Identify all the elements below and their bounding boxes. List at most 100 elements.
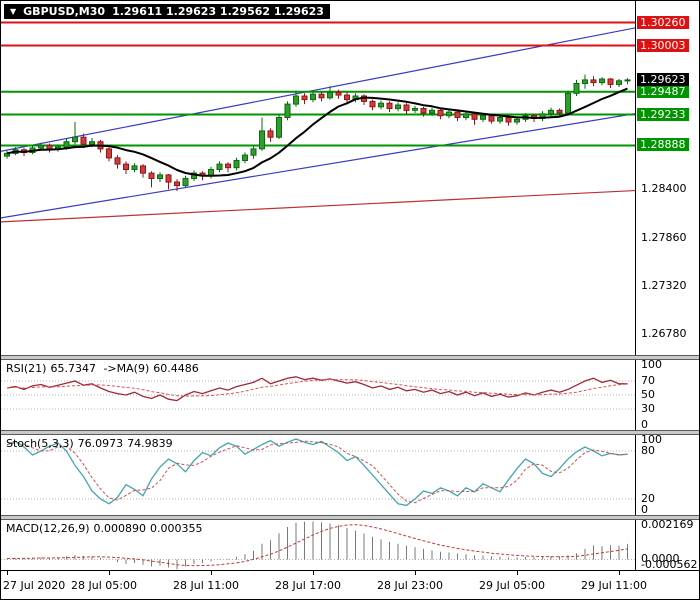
indicator-scale-label: -0.000562 [641,558,698,571]
indicator-scale-label: 0 [641,503,648,516]
time-tick [211,571,212,575]
time-axis-label: 28 Jul 23:00 [377,579,443,592]
candle-body [233,160,240,169]
candle-body [446,111,452,117]
price-scale-column[interactable]: 1.30260 1.30003 1.29487 1.29233 1.28888 1.296… [635,1,699,571]
stochastic-panel[interactable]: Stoch(5,3,3) 76.0973 74.9839 [1,435,635,515]
candle-body [242,154,248,162]
candle-body [182,177,189,187]
candle-body [114,157,121,165]
price-tag-1.30003: 1.30003 [637,39,689,52]
candle-body [123,163,129,171]
price-axis-label: 1.27860 [641,231,687,244]
candle-body [106,148,112,159]
price-axis-label: 1.28400 [641,182,687,195]
macd-panel[interactable]: MACD(12,26,9) 0.000890 0.000355 [1,520,635,570]
price-tag-1.28888: 1.28888 [637,138,689,151]
time-axis-label: 28 Jul 11:00 [173,579,239,592]
indicator-scale-label: 100 [641,358,662,371]
candle-body [89,141,95,145]
candle-body [556,109,563,114]
candle-body [480,115,486,120]
time-tick [415,571,416,575]
panel-resize-divider[interactable] [1,430,699,435]
macd-scale: 0.002169 0.0000 -0.000562 [636,519,699,571]
candle-body [599,78,605,84]
candle-body [463,113,469,119]
candle-body [344,94,350,101]
candle-body [429,109,435,114]
indicator-scale-label: 20 [641,492,655,505]
rsi-panel[interactable]: RSI(21) 65.7347 ->MA(9) 60.4486 [1,360,635,430]
indicator-scale-label: 0.0000 [641,552,680,565]
candle-body [293,95,299,105]
time-scale[interactable]: 27 Jul 2020 28 Jul 05:00 28 Jul 11:00 28 Ju… [1,570,699,599]
time-axis-label: 29 Jul 11:00 [581,579,647,592]
candle-body [386,102,393,110]
trendline[interactable] [1,189,635,223]
candle-body [165,174,172,183]
time-axis-label: 29 Jul 05:00 [479,579,545,592]
chart-title-badge[interactable]: ▼ GBPUSD,M30 1.29611 1.29623 1.29562 1.2… [4,4,330,19]
candle-body [318,93,325,99]
candle-body [454,111,461,118]
candle-body [335,91,342,96]
candle-body [63,141,70,148]
rsi-scale: 100 70 50 30 0 [636,358,699,431]
macd-indicator-label: MACD(12,26,9) 0.000890 0.000355 [6,522,207,535]
stoch-signal-value: 74.9839 [127,437,173,450]
chart-collapse-icon[interactable]: ▼ [10,7,17,16]
rsi-name: RSI(21) [6,362,47,375]
candle-body [72,136,78,143]
trendline[interactable] [1,26,635,153]
time-axis-label: 27 Jul 2020 [3,579,66,592]
candle-body [403,104,410,111]
time-tick [7,571,8,575]
candle-body [420,108,427,114]
candle-body [607,78,614,85]
macd-signal-line [6,524,628,567]
candle-body [216,163,223,171]
candle-body [276,117,282,138]
panel-resize-divider[interactable] [1,355,699,360]
indicator-scale-label: 0 [641,418,648,431]
chart-ohlc-readout: 1.29611 1.29623 1.29562 1.29623 [112,5,324,18]
price-axis-label: 1.26780 [641,327,687,340]
price-tag-1.29233: 1.29233 [637,108,689,121]
candle-body [38,144,44,149]
rsi-chart-canvas[interactable] [1,360,635,430]
time-tick [109,571,110,575]
indicator-scale-label: 30 [641,402,655,415]
main-chart-panel[interactable]: ▼ GBPUSD,M30 1.29611 1.29623 1.29562 1.2… [1,1,635,355]
candle-body [301,95,308,101]
candlestick-chart-canvas[interactable] [1,1,635,355]
rsi-signal-line [6,378,628,397]
candle-body [395,104,401,110]
stoch-value: 76.0973 [77,437,124,450]
candle-body [327,91,333,99]
indicator-scale-label: 50 [641,388,655,401]
macd-signal-value: 0.000355 [150,522,203,535]
rsi-value: 65.7347 [50,362,96,375]
stochastic-chart-canvas[interactable] [1,435,635,515]
candle-body [225,163,231,169]
price-axis-label: 1.27320 [641,279,687,292]
macd-chart-canvas[interactable] [1,520,635,570]
candle-body [616,80,622,85]
moving-average-line[interactable] [6,87,628,177]
candle-body [369,100,376,108]
candle-body [131,165,138,170]
time-tick [517,571,518,575]
trendline[interactable] [1,112,635,220]
candle-body [174,181,180,187]
candle-body [624,79,631,82]
stoch-name: Stoch(5,3,3) [6,437,74,450]
candle-body [488,115,495,122]
candle-body [514,118,520,123]
candle-body [267,130,274,138]
candle-body [412,108,418,111]
main-price-scale: 1.30260 1.30003 1.29487 1.29233 1.28888 1.296… [636,1,699,355]
indicator-scale-label: 100 [641,433,662,446]
panel-resize-divider[interactable] [1,515,699,520]
stochastic-indicator-label: Stoch(5,3,3) 76.0973 74.9839 [6,437,177,450]
